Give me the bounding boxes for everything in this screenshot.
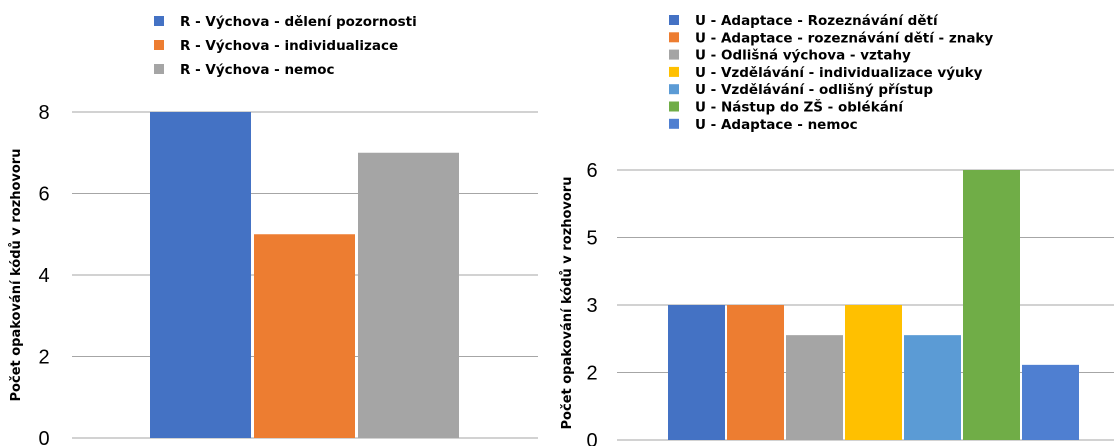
left-tick-label: 6 bbox=[38, 184, 49, 206]
left-legend-label: R - Výchova - individualizace bbox=[180, 38, 398, 54]
right-bar bbox=[668, 305, 725, 440]
left-tick-label: 8 bbox=[38, 102, 49, 124]
right-legend-swatch bbox=[669, 118, 679, 129]
left-tick-label: 2 bbox=[38, 347, 49, 369]
right-legend-swatch bbox=[669, 49, 679, 60]
right-legend-label: U - Vzdělávání - individualizace výuky bbox=[695, 65, 983, 81]
right-legend-label: U - Adaptace - Rozeznávání dětí bbox=[695, 13, 939, 29]
left-legend-label: R - Výchova - dělení pozornosti bbox=[180, 14, 417, 30]
right-bar bbox=[1022, 364, 1079, 440]
right-legend-label: U - Nástup do ZŠ - oblékání bbox=[695, 98, 904, 116]
left-axis-title: Počet opakování kódů v rozhovoru bbox=[9, 149, 24, 402]
right-bar bbox=[727, 305, 784, 440]
right-legend-swatch bbox=[669, 15, 679, 25]
right-axis-title: Počet opakování kódů v rozhovoru bbox=[560, 177, 575, 430]
left-tick-label: 4 bbox=[38, 265, 49, 287]
left-tick-label: 0 bbox=[38, 428, 49, 446]
left-legend-swatch bbox=[154, 40, 164, 50]
right-legend-swatch bbox=[669, 66, 679, 77]
right-bar bbox=[904, 335, 961, 440]
right-bar bbox=[786, 335, 843, 440]
right-tick-label: 5 bbox=[586, 228, 597, 250]
left-legend-swatch bbox=[154, 16, 164, 26]
right-bar bbox=[845, 305, 902, 440]
left-bar bbox=[150, 112, 251, 438]
right-tick-label: 0 bbox=[586, 430, 597, 446]
left-legend-label: R - Výchova - nemoc bbox=[180, 62, 335, 78]
right-legend-swatch bbox=[669, 101, 679, 112]
right-legend-label: U - Adaptace - rozeznávání dětí - znaky bbox=[695, 30, 993, 46]
chart-right: U - Adaptace - Rozeznávání dětí U - Adapt… bbox=[548, 0, 1114, 446]
right-legend-label: U - Adaptace - nemoc bbox=[695, 117, 858, 133]
right-legend-label: U - Vzdělávání - odlišný přístup bbox=[695, 82, 933, 98]
right-bar bbox=[963, 170, 1020, 440]
left-bar bbox=[254, 234, 355, 438]
right-legend-swatch bbox=[669, 32, 679, 43]
left-bar bbox=[358, 152, 459, 438]
right-tick-label: 6 bbox=[586, 160, 597, 182]
chart-left: R - Výchova - dělení pozornosti R - Výcho… bbox=[0, 0, 540, 446]
chart-left-svg: R - Výchova - dělení pozornosti R - Výcho… bbox=[9, 14, 538, 446]
right-legend-swatch bbox=[669, 84, 679, 95]
right-legend-label: U - Odlišná výchova - vztahy bbox=[695, 48, 911, 64]
right-tick-label: 2 bbox=[586, 363, 597, 385]
left-legend-swatch bbox=[154, 64, 164, 74]
right-tick-label: 3 bbox=[586, 295, 597, 317]
